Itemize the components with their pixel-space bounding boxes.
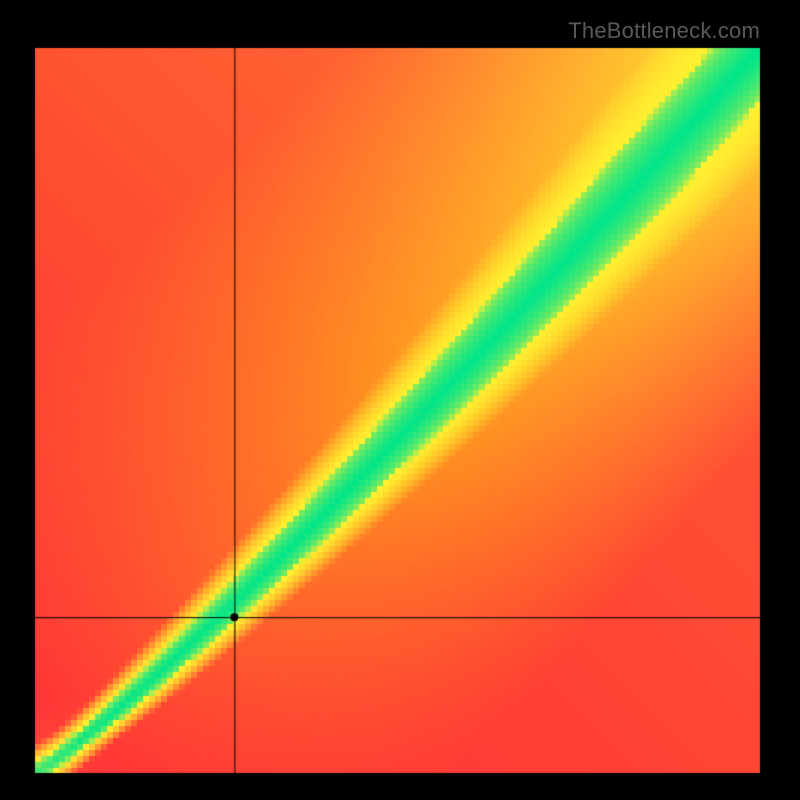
chart-container: { "figure": { "type": "heatmap", "canvas… xyxy=(0,0,800,800)
watermark-text: TheBottleneck.com xyxy=(568,18,760,44)
bottleneck-heatmap xyxy=(0,0,800,800)
